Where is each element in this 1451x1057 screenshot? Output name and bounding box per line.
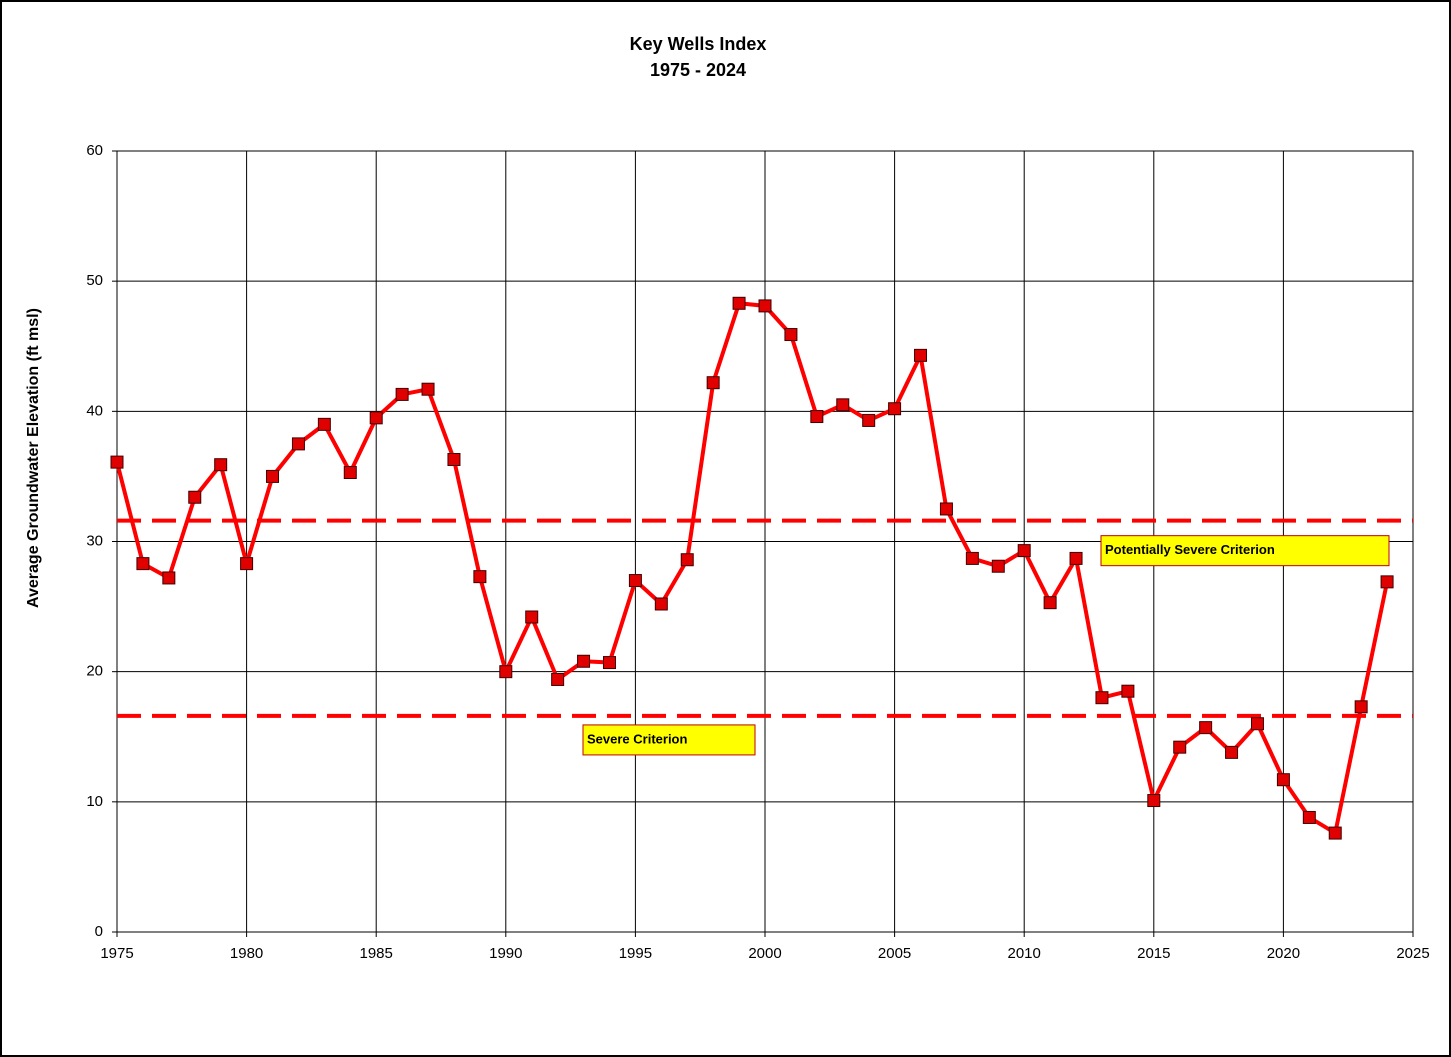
annotation-label: Severe Criterion — [587, 731, 687, 746]
data-marker — [732, 296, 746, 310]
data-marker — [680, 553, 694, 567]
x-tick-label: 1975 — [100, 945, 133, 962]
data-marker — [1250, 717, 1264, 731]
x-tick-label: 2020 — [1267, 945, 1300, 962]
data-marker — [758, 299, 772, 313]
data-marker — [499, 665, 513, 679]
data-marker — [914, 348, 928, 362]
data-marker — [1121, 684, 1135, 698]
data-marker — [1069, 551, 1083, 565]
data-marker — [1199, 721, 1213, 735]
x-tick-label: 2015 — [1137, 945, 1170, 962]
y-tick-label: 40 — [86, 402, 103, 419]
data-marker — [1276, 773, 1290, 787]
data-marker — [836, 398, 850, 412]
data-marker — [862, 413, 876, 427]
data-marker — [784, 328, 798, 342]
annotation-box — [582, 724, 756, 756]
data-marker — [1017, 544, 1031, 558]
data-marker — [810, 410, 824, 424]
data-marker — [1147, 794, 1161, 808]
data-marker — [343, 466, 357, 480]
x-tick-label: 1995 — [619, 945, 652, 962]
data-marker — [706, 376, 720, 390]
data-marker — [1302, 810, 1316, 824]
data-marker — [525, 610, 539, 624]
data-marker — [965, 551, 979, 565]
x-tick-label: 2005 — [878, 945, 911, 962]
x-tick-label: 1980 — [230, 945, 263, 962]
plot-border — [116, 150, 1414, 933]
data-marker — [447, 452, 461, 466]
data-marker — [188, 490, 202, 504]
data-marker — [395, 387, 409, 401]
data-marker — [654, 597, 668, 611]
y-tick-label: 0 — [95, 923, 103, 940]
data-marker — [1173, 740, 1187, 754]
data-marker — [162, 571, 176, 585]
data-line — [115, 301, 1390, 836]
data-marker — [602, 656, 616, 670]
y-tick-label: 60 — [86, 142, 103, 159]
data-marker — [628, 574, 642, 588]
y-axis-title: Average Groundwater Elevation (ft msl) — [25, 308, 42, 608]
x-tick-label: 2025 — [1396, 945, 1429, 962]
data-marker — [991, 559, 1005, 573]
data-marker — [577, 654, 591, 668]
data-marker — [240, 557, 254, 571]
annotation-label: Potentially Severe Criterion — [1105, 542, 1275, 557]
x-tick-label: 2010 — [1008, 945, 1041, 962]
data-marker — [939, 502, 953, 516]
data-marker — [291, 437, 305, 451]
data-marker — [551, 672, 565, 686]
data-marker — [1380, 575, 1394, 589]
data-marker — [317, 417, 331, 431]
data-marker — [1225, 745, 1239, 759]
data-marker — [266, 469, 280, 483]
data-marker — [214, 458, 228, 472]
x-tick-label: 1985 — [360, 945, 393, 962]
y-tick-label: 50 — [86, 272, 103, 289]
data-marker — [110, 455, 124, 469]
data-marker — [1328, 826, 1342, 840]
x-tick-label: 2000 — [748, 945, 781, 962]
y-tick-label: 30 — [86, 532, 103, 549]
annotation-box — [1100, 535, 1390, 567]
data-marker — [888, 402, 902, 416]
data-marker — [1095, 691, 1109, 705]
y-tick-label: 10 — [86, 793, 103, 810]
data-marker — [136, 557, 150, 571]
y-tick-label: 20 — [86, 663, 103, 680]
x-tick-label: 1990 — [489, 945, 522, 962]
data-marker — [421, 382, 435, 396]
data-marker — [369, 411, 383, 425]
data-marker — [1043, 596, 1057, 610]
data-marker — [1354, 700, 1368, 714]
data-marker — [473, 570, 487, 584]
chart-title: Key Wells Index — [630, 34, 767, 54]
chart-subtitle: 1975 - 2024 — [650, 60, 746, 80]
